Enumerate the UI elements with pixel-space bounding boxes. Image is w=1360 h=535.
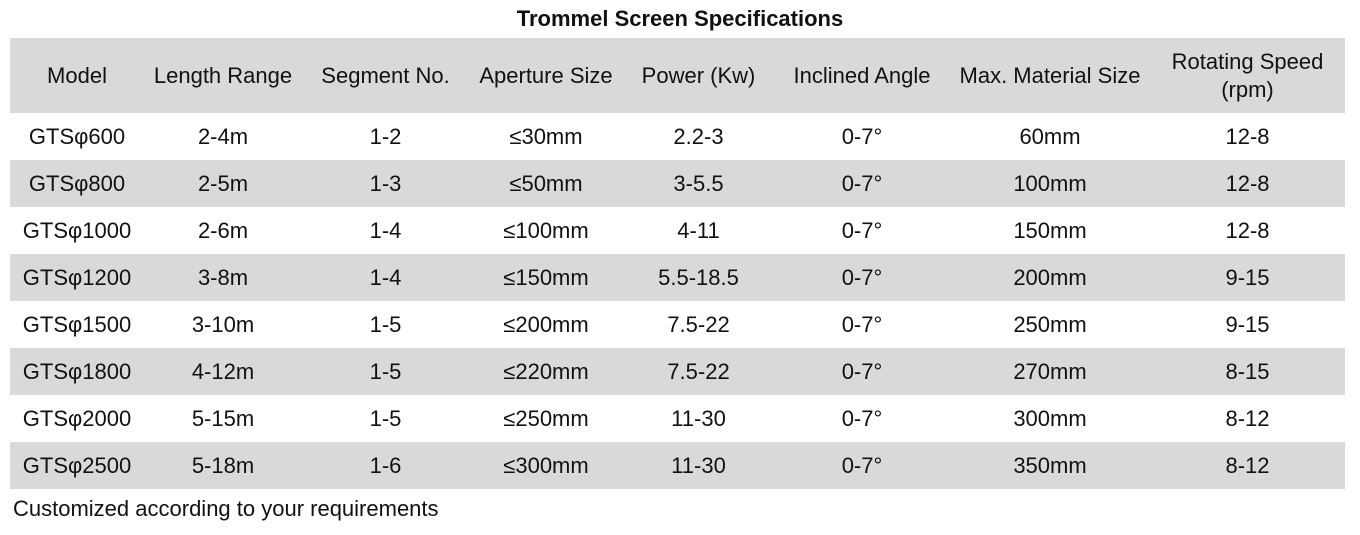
page-title: Trommel Screen Specifications [516,6,844,31]
table-cell: 0-7° [841,217,883,243]
table-cell: 1-6 [302,442,469,489]
table-cell: ≤50mm [469,160,623,207]
table-cell: 1-5 [302,348,469,395]
table-cell: 1-5 [369,311,402,337]
table-cell: 9-15 [1225,311,1270,337]
column-header: Length Range [144,38,302,113]
table-row: GTSφ800 2-5m 1-3 ≤50mm 3-5.5 0-7° 100mm 12-8 [10,160,1345,207]
table-cell: 12-8 [1225,123,1270,149]
header-row: Model Length Range Segment No. Aperture Siz… [10,38,1345,113]
table-cell: 270mm [950,348,1150,395]
table-cell: 12-8 [1150,160,1345,207]
table-cell: 2.2-3 [673,123,724,149]
table-cell: GTSφ600 [28,123,126,149]
table-cell: 1-5 [369,405,402,431]
table-cell: GTSφ2000 [22,405,132,431]
column-header: Aperture Size [469,38,623,113]
table-row: GTSφ1000 2-6m 1-4 ≤100mm 4-11 0-7° 150mm 12-8 [10,207,1345,254]
table-cell: GTSφ800 [10,160,144,207]
table-cell: 5-15m [191,405,255,431]
spec-table: Model Length Range Segment No. Aperture Siz… [10,38,1345,489]
table-cell: 4-11 [677,217,720,243]
table-cell: 4-12m [144,348,302,395]
table-cell: ≤300mm [469,442,623,489]
table-cell: 0-7° [774,348,950,395]
table-cell: 0-7° [841,405,883,431]
table-cell: 60mm [1019,123,1081,149]
table-cell: 7.5-22 [667,311,730,337]
table-row: GTSφ1500 3-10m 1-5 ≤200mm 7.5-22 0-7° 250mm 9-1… [10,301,1345,348]
table-cell: 3-5.5 [623,160,774,207]
table-row: GTSφ1200 3-8m 1-4 ≤150mm 5.5-18.5 0-7° 200mm 9-… [10,254,1345,301]
spec-table-body: GTSφ600 2-4m 1-2 ≤30mm 2.2-3 0-7° 60mm 12-8 GTSφ… [10,113,1345,489]
table-cell: 9-15 [1150,254,1345,301]
table-cell: 0-7° [774,442,950,489]
table-cell: 5.5-18.5 [623,254,774,301]
column-header: Segment No. [302,38,469,113]
table-cell: 200mm [950,254,1150,301]
table-cell: 300mm [1013,405,1087,431]
table-cell: 3-8m [144,254,302,301]
table-cell: 0-7° [774,160,950,207]
table-cell: 11-30 [671,405,726,431]
table-cell: 8-15 [1150,348,1345,395]
table-cell: 8-12 [1150,442,1345,489]
table-cell: 1-3 [302,160,469,207]
table-cell: 2-5m [144,160,302,207]
table-cell: 7.5-22 [623,348,774,395]
spec-table-header: Model Length Range Segment No. Aperture Siz… [10,38,1345,113]
table-cell: GTSφ1000 [22,217,132,243]
column-header: Rotating Speed (rpm) [1150,38,1345,113]
table-row: GTSφ2000 5-15m 1-5 ≤250mm 11-30 0-7° 300mm 8-12 [10,395,1345,442]
footer-note: Customized according to your requirement… [13,496,439,521]
table-cell: 3-10m [191,311,255,337]
table-cell: 1-4 [302,254,469,301]
table-row: GTSφ1800 4-12m 1-5 ≤220mm 7.5-22 0-7° 270mm 8-1… [10,348,1345,395]
table-cell: GTSφ1200 [10,254,144,301]
table-cell: 150mm [1013,217,1087,243]
table-cell: GTSφ2500 [10,442,144,489]
table-cell: 1-2 [369,123,402,149]
table-cell: GTSφ1800 [10,348,144,395]
column-header: Model [10,38,144,113]
table-cell: ≤150mm [469,254,623,301]
table-cell: 0-7° [774,254,950,301]
table-cell: 0-7° [841,311,883,337]
table-cell: 8-12 [1225,405,1270,431]
table-row: GTSφ2500 5-18m 1-6 ≤300mm 11-30 0-7° 350mm 8-12 [10,442,1345,489]
table-cell: 100mm [950,160,1150,207]
table-cell: ≤30mm [509,123,583,149]
table-cell: 1-4 [369,217,402,243]
column-header: Power (Kw) [623,38,774,113]
table-cell: 11-30 [623,442,774,489]
table-cell: ≤100mm [503,217,589,243]
table-cell: 0-7° [841,123,883,149]
table-cell: 12-8 [1225,217,1270,243]
table-cell: 350mm [950,442,1150,489]
table-cell: 2-6m [197,217,249,243]
table-row: GTSφ600 2-4m 1-2 ≤30mm 2.2-3 0-7° 60mm 12-8 [10,113,1345,160]
table-cell: 5-18m [144,442,302,489]
table-cell: ≤200mm [503,311,589,337]
table-cell: 2-4m [197,123,249,149]
table-cell: GTSφ1500 [22,311,132,337]
table-cell: ≤220mm [469,348,623,395]
table-cell: ≤250mm [503,405,589,431]
column-header: Max. Material Size [950,38,1150,113]
table-cell: 250mm [1013,311,1087,337]
column-header: Inclined Angle [774,38,950,113]
